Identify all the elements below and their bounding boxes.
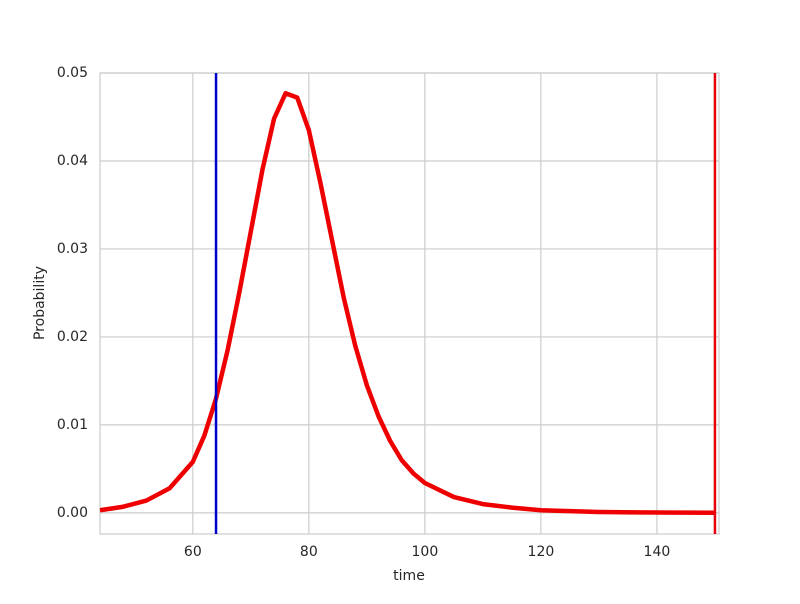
y-tick-label: 0.01	[57, 417, 88, 433]
y-tick-label: 0.05	[57, 65, 88, 81]
x-axis-label: time	[393, 568, 425, 584]
y-tick-label: 0.02	[57, 329, 88, 345]
x-tick-label: 120	[528, 544, 555, 560]
plot-area	[99, 72, 720, 535]
y-tick-label: 0.03	[57, 241, 88, 257]
x-tick-label: 100	[412, 544, 439, 560]
y-tick-label: 0.04	[57, 153, 88, 169]
y-axis-label: Probability	[32, 266, 48, 340]
x-tick-label: 60	[184, 544, 202, 560]
x-tick-label: 80	[300, 544, 318, 560]
line-series	[99, 90, 715, 516]
y-tick-label: 0.00	[57, 505, 88, 521]
x-tick-label: 140	[644, 544, 671, 560]
